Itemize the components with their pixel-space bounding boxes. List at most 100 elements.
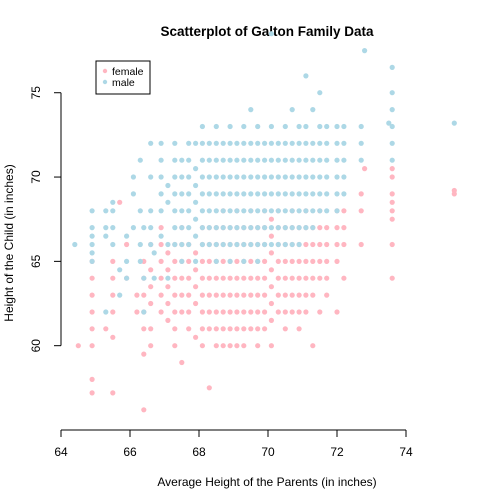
point-male [255, 157, 261, 163]
point-female [389, 216, 395, 222]
point-female [324, 241, 330, 248]
point-male [220, 208, 226, 214]
point-male [234, 241, 240, 248]
point-female [268, 216, 274, 222]
point-male [199, 140, 205, 146]
point-male [199, 174, 205, 180]
point-female [89, 275, 95, 281]
point-male [289, 208, 295, 214]
point-female [186, 292, 192, 298]
point-female [227, 309, 233, 315]
point-female [206, 292, 212, 298]
point-female [296, 292, 302, 298]
y-tick-label: 75 [29, 86, 43, 100]
point-female [268, 317, 274, 323]
point-female [362, 166, 368, 172]
point-male [268, 140, 274, 146]
point-male [389, 64, 395, 70]
point-female [310, 241, 316, 248]
point-female [110, 334, 116, 340]
point-male [324, 157, 330, 163]
point-female [75, 343, 81, 349]
point-male [389, 123, 395, 130]
point-male [282, 241, 288, 248]
point-female [248, 258, 254, 264]
point-male [296, 208, 302, 214]
point-male [317, 157, 323, 163]
point-male [227, 140, 233, 146]
point-male [165, 241, 171, 248]
point-male [241, 157, 247, 163]
point-female [296, 309, 302, 315]
point-female [186, 309, 192, 315]
point-male [234, 174, 240, 180]
point-male [199, 123, 205, 130]
x-tick-label: 66 [123, 445, 137, 459]
point-male [324, 208, 330, 214]
point-male [213, 140, 219, 146]
point-female [199, 258, 205, 264]
point-male [262, 140, 268, 146]
point-male [341, 174, 347, 180]
point-male [262, 157, 268, 163]
point-female [110, 309, 116, 315]
point-male [389, 90, 395, 96]
x-tick-label: 74 [399, 445, 413, 459]
point-male [334, 140, 340, 146]
point-female [282, 275, 288, 281]
point-female [179, 275, 185, 281]
point-male [358, 123, 364, 130]
point-male [282, 208, 288, 214]
point-male [158, 174, 164, 180]
point-male [227, 225, 233, 231]
point-male [172, 140, 178, 146]
point-female [206, 309, 212, 315]
point-female [117, 199, 123, 205]
axes: 64 66 68 70 72 74 60 65 70 75 [29, 86, 413, 459]
point-male [110, 199, 116, 205]
point-male [103, 309, 109, 315]
point-male [193, 140, 199, 146]
point-female [275, 292, 281, 298]
point-female [451, 187, 457, 194]
point-male [248, 191, 254, 197]
point-female [389, 199, 395, 205]
point-male [179, 174, 185, 180]
point-male [282, 123, 288, 130]
point-male [206, 140, 212, 146]
point-male [275, 174, 281, 180]
point-male [172, 208, 178, 214]
point-female [248, 275, 254, 281]
point-male [227, 241, 233, 248]
point-female [206, 326, 212, 332]
point-male [172, 241, 178, 248]
point-male [268, 174, 274, 180]
point-female [186, 275, 192, 281]
point-female [262, 292, 268, 298]
point-male [227, 123, 233, 130]
point-female [220, 343, 226, 349]
point-male [179, 157, 185, 163]
point-male [303, 123, 309, 130]
point-female [334, 258, 340, 264]
point-female [255, 309, 261, 315]
point-male [248, 107, 254, 113]
point-female [165, 284, 171, 290]
point-male [334, 157, 340, 163]
point-male [241, 225, 247, 231]
point-female [241, 275, 247, 281]
point-male [296, 140, 302, 146]
point-male [303, 225, 309, 231]
point-male [193, 182, 199, 189]
point-male [141, 225, 147, 231]
point-female [268, 250, 274, 256]
point-female [89, 326, 95, 332]
point-male [89, 208, 95, 214]
point-male [206, 191, 212, 197]
point-female [234, 292, 240, 298]
point-female [199, 343, 205, 349]
point-female [213, 343, 219, 349]
point-male [317, 123, 323, 130]
point-female [148, 284, 154, 290]
